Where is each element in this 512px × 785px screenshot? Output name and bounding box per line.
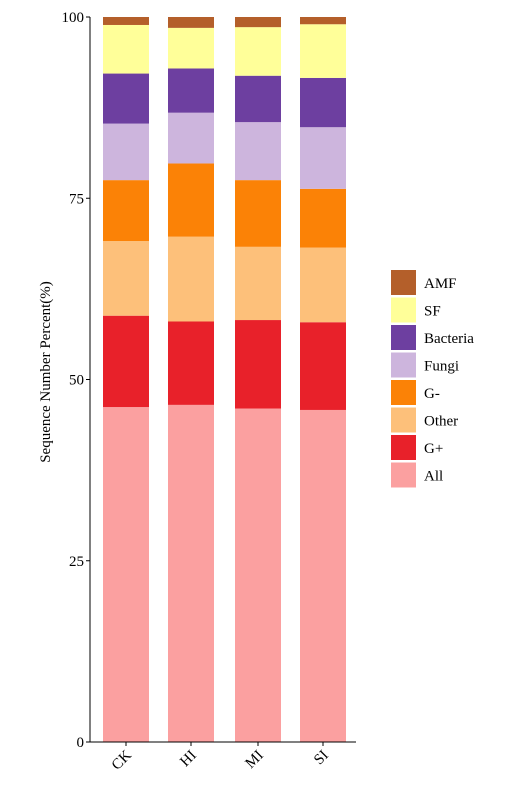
- legend: AMF SF Bacteria Fungi G- Other G+ All: [391, 270, 474, 488]
- x-tick-label-mi: MI: [243, 748, 267, 772]
- legend-label-amf: AMF: [424, 276, 457, 292]
- legend-label-all: All: [424, 469, 443, 485]
- y-tick-label-100: 100: [62, 10, 85, 26]
- legend-label-sf: SF: [424, 304, 441, 320]
- legend-swatch-amf: [391, 270, 416, 295]
- bar-segment-si-g: [300, 322, 346, 410]
- x-tick-label-hi: HI: [177, 748, 200, 771]
- legend-label-other: Other: [424, 414, 458, 430]
- bar-segment-ck-g: [103, 180, 149, 242]
- bar-segment-hi-bacteria: [168, 68, 214, 113]
- bar-segment-mi-g: [235, 320, 281, 409]
- x-tick-label-ck: CK: [109, 747, 135, 773]
- x-tick-label-si: SI: [311, 748, 332, 769]
- legend-swatch-bacteria: [391, 325, 416, 350]
- bar-segment-si-g: [300, 188, 346, 248]
- bar-segment-hi-fungi: [168, 112, 214, 164]
- bar-segment-ck-all: [103, 407, 149, 742]
- bar-segment-si-fungi: [300, 127, 346, 189]
- bar-segment-si-amf: [300, 17, 346, 25]
- bar-segment-ck-other: [103, 241, 149, 316]
- legend-swatch-other: [391, 407, 416, 433]
- bar-segment-ck-fungi: [103, 123, 149, 181]
- bar-segment-mi-sf: [235, 27, 281, 76]
- bar-segment-si-all: [300, 409, 346, 742]
- y-tick-label-25: 25: [69, 554, 84, 570]
- bar-segment-hi-all: [168, 404, 214, 742]
- y-tick-label-75: 75: [69, 191, 84, 207]
- bar-segment-hi-amf: [168, 17, 214, 28]
- legend-label-g: G+: [424, 441, 443, 457]
- bar-segment-mi-other: [235, 246, 281, 321]
- bar-segment-ck-sf: [103, 24, 149, 74]
- y-tick-label-50: 50: [69, 373, 84, 389]
- bar-segment-mi-amf: [235, 17, 281, 28]
- bar-segment-mi-g: [235, 180, 281, 247]
- legend-swatch-sf: [391, 297, 416, 323]
- bar-segment-hi-g: [168, 163, 214, 237]
- legend-swatch-fungi: [391, 352, 416, 378]
- legend-swatch-g: [391, 435, 416, 460]
- bars-group: [103, 17, 346, 742]
- legend-label-fungi: Fungi: [424, 359, 459, 375]
- bar-segment-hi-other: [168, 236, 214, 322]
- bar-segment-hi-sf: [168, 27, 214, 69]
- bar-segment-ck-bacteria: [103, 73, 149, 124]
- bar-segment-mi-bacteria: [235, 75, 281, 123]
- bar-segment-si-sf: [300, 24, 346, 78]
- legend-label-g: G-: [424, 386, 440, 402]
- y-tick-label-0: 0: [77, 735, 85, 751]
- bar-segment-si-other: [300, 247, 346, 323]
- bar-segment-hi-g: [168, 321, 214, 405]
- bar-segment-ck-amf: [103, 17, 149, 25]
- bar-segment-ck-g: [103, 315, 149, 408]
- bar-segment-si-bacteria: [300, 77, 346, 128]
- legend-label-bacteria: Bacteria: [424, 331, 474, 347]
- bar-segment-mi-fungi: [235, 122, 281, 181]
- y-axis-title: Sequence Number Percent(%): [38, 281, 54, 463]
- legend-swatch-all: [391, 462, 416, 488]
- legend-swatch-g: [391, 380, 416, 405]
- bar-segment-mi-all: [235, 408, 281, 742]
